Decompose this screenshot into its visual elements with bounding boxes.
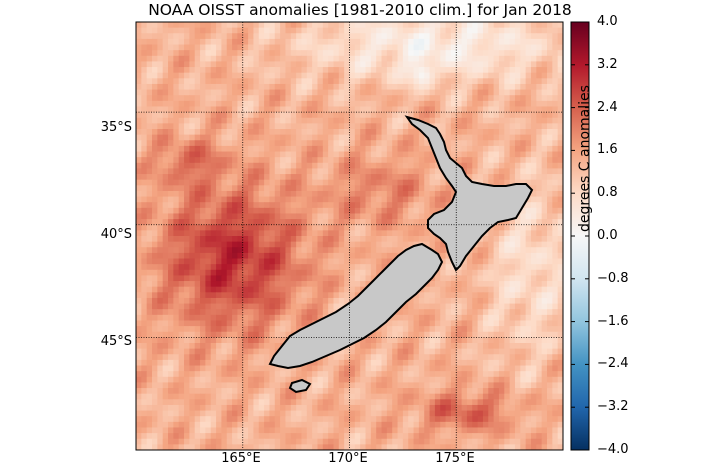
colorbar-tick-label: −2.4	[597, 356, 629, 372]
colorbar-tick-label: −3.2	[597, 399, 629, 415]
new-zealand-landmass	[268, 115, 534, 394]
south-island	[268, 242, 444, 370]
colorbar-title: degrees C anomalies	[577, 85, 593, 232]
colorbar-tick-label: 4.0	[597, 14, 618, 29]
stewart-island	[288, 378, 312, 394]
colorbar-tick-label: 3.2	[597, 56, 618, 72]
lon-label-175e: 175°E	[435, 451, 475, 466]
lat-label-35s: 35°S	[100, 120, 132, 135]
map-title: NOAA OISST anomalies [1981-2010 clim.] f…	[148, 1, 572, 19]
colorbar-tick-label: −0.8	[597, 270, 629, 286]
lon-label-165e: 165°E	[221, 451, 261, 466]
colorbar-tick-label: 0.8	[597, 185, 618, 201]
colorbar-tick-label: −1.6	[597, 313, 629, 329]
colorbar-tick-label: 0.0	[597, 228, 618, 243]
lat-label-45s: 45°S	[100, 334, 132, 349]
lon-label-170e: 170°E	[328, 451, 368, 466]
colorbar-tick-label: −4.0	[597, 442, 629, 457]
graticule	[136, 22, 563, 450]
colorbar-tick-label: 2.4	[597, 99, 618, 115]
lat-label-40s: 40°S	[100, 227, 132, 242]
colorbar-tick-label: 1.6	[597, 142, 618, 158]
north-island	[404, 115, 534, 272]
map-frame	[135, 21, 564, 451]
